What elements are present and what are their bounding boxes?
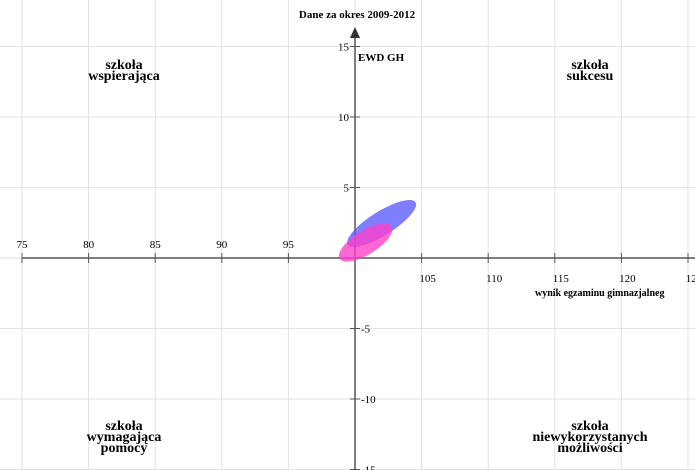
quadrant-label-top-right: sukcesu <box>567 69 614 84</box>
chart-title: Dane za okres 2009-2012 <box>299 9 416 21</box>
x-tick-label: 75 <box>17 239 29 251</box>
x-tick-label: 80 <box>83 239 95 251</box>
x-tick-label: 95 <box>283 239 295 251</box>
x-tick-label: 125 <box>686 273 695 285</box>
y-axis-label: EWD GH <box>358 52 405 64</box>
y-tick-label: -5 <box>361 324 371 336</box>
x-tick-label: 115 <box>553 273 570 285</box>
quadrant-label-bottom-right: możliwości <box>557 441 622 456</box>
x-tick-label: 85 <box>150 239 162 251</box>
x-tick-label: 105 <box>419 273 436 285</box>
quadrant-label-top-left: wspierająca <box>88 69 160 84</box>
x-tick-label: 120 <box>619 273 636 285</box>
y-tick-label: 15 <box>338 42 350 54</box>
y-tick-label: -15 <box>361 465 376 470</box>
x-axis-label: wynik egzaminu gimnazjalneg <box>535 288 664 299</box>
x-tick-label: 110 <box>486 273 503 285</box>
y-axis-arrow <box>350 27 360 38</box>
y-tick-label: 10 <box>338 112 350 124</box>
quadrant-label-bottom-left: pomocy <box>101 441 148 456</box>
y-tick-label: 5 <box>344 183 350 195</box>
y-tick-label: -10 <box>361 394 376 406</box>
x-tick-label: 90 <box>216 239 228 251</box>
